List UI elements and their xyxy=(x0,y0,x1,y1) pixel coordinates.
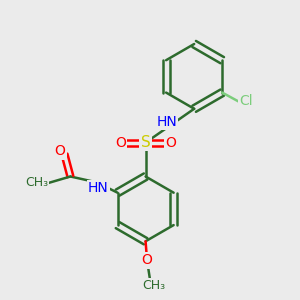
Text: O: O xyxy=(165,136,176,150)
Text: HN: HN xyxy=(157,115,177,129)
Text: O: O xyxy=(115,136,126,150)
Text: CH₃: CH₃ xyxy=(142,279,165,292)
Text: CH₃: CH₃ xyxy=(25,176,48,189)
Text: S: S xyxy=(141,135,151,150)
Text: HN: HN xyxy=(88,181,109,195)
Text: O: O xyxy=(142,254,152,267)
Text: O: O xyxy=(55,145,66,158)
Text: Cl: Cl xyxy=(239,94,253,108)
